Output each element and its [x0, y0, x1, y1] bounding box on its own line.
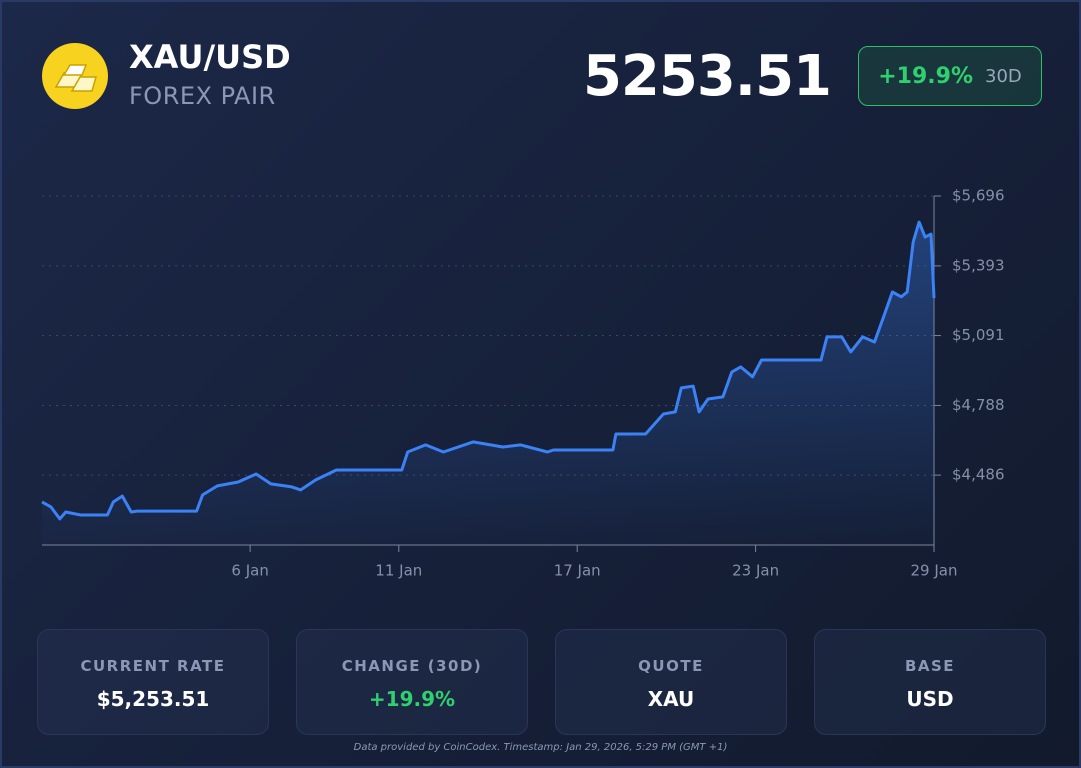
stat-card: CURRENT RATE $5,253.51: [37, 629, 269, 735]
pair-title: XAU/USD: [129, 38, 291, 76]
stat-label: QUOTE: [638, 657, 704, 675]
stat-label: BASE: [904, 657, 956, 675]
area: [42, 222, 934, 545]
gold-icon: [42, 43, 108, 109]
stat-card: BASE USD: [814, 629, 1046, 735]
change-pill: +19.9% 30D: [858, 46, 1042, 106]
y-tick-label: $4,788: [952, 396, 1005, 414]
y-tick-label: $5,091: [952, 326, 1005, 344]
y-tick-label: $5,393: [952, 256, 1005, 274]
x-tick-label: 17 Jan: [554, 562, 601, 580]
x-tick-label: 29 Jan: [911, 562, 958, 580]
price: 5253.51: [582, 44, 832, 109]
y-tick-label: $5,696: [952, 187, 1005, 205]
stat-label: CURRENT RATE: [80, 657, 226, 675]
period: 30D: [985, 65, 1022, 87]
x-tick-label: 11 Jan: [375, 562, 422, 580]
price-line: [41, 220, 936, 521]
pair-subtitle: FOREX PAIR: [129, 82, 276, 110]
stat-card: CHANGE (30D) +19.9%: [296, 629, 528, 735]
x-tick-label: 23 Jan: [732, 562, 779, 580]
stat-value: +19.9%: [368, 687, 456, 711]
chart: $4,486 $4,788 $5,091 $5,393 $5,696 6 Jan 11 Ja…: [41, 187, 1005, 580]
stat-value: USD: [906, 687, 954, 711]
stat-value: XAU: [647, 687, 695, 711]
x-tick-label: 6 Jan: [231, 562, 268, 580]
footer: Data provided by CoinCodex. Timestamp: J…: [353, 742, 728, 753]
y-tick-label: $4,486: [952, 466, 1005, 484]
stat-value: $5,253.51: [96, 687, 210, 711]
change: +19.9%: [878, 63, 973, 89]
stat-label: CHANGE (30D): [341, 657, 483, 675]
stat-card: QUOTE XAU: [555, 629, 787, 735]
